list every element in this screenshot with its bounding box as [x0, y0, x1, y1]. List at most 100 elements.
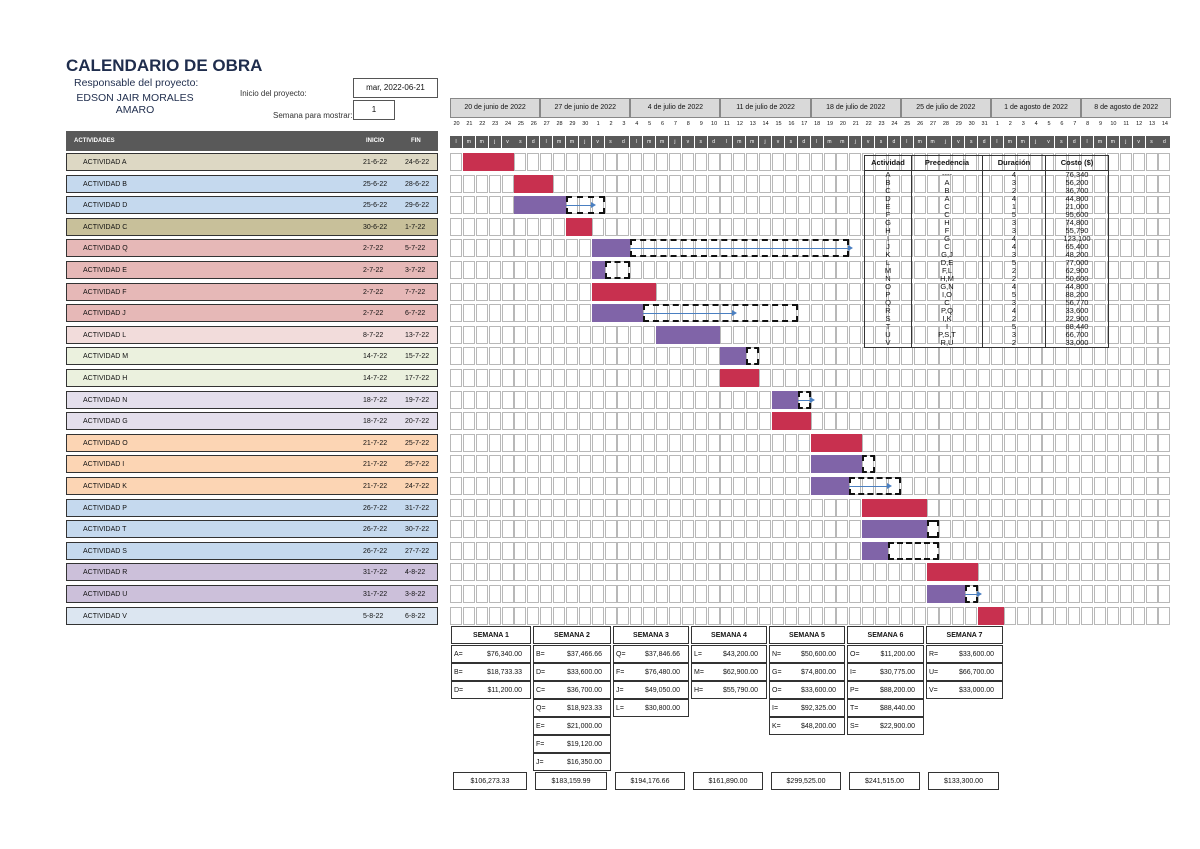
- precedence-row: Q C 3 56,770: [864, 299, 1109, 307]
- grid-cell: [759, 174, 772, 193]
- grid-cell: [643, 174, 656, 193]
- grid-cell: [1119, 541, 1132, 560]
- grid-cell: [1119, 390, 1132, 409]
- grid-cell: [1158, 585, 1171, 603]
- grid-cell: [488, 606, 501, 625]
- grid-cell: [462, 585, 475, 603]
- cost-value: $33,600.00: [958, 651, 994, 658]
- grid-cell: [733, 196, 746, 215]
- day-letter: s: [875, 136, 888, 148]
- grid-cell: [720, 563, 733, 582]
- grid-cell: [1042, 347, 1055, 366]
- grid-cell: [1119, 282, 1132, 301]
- activity-row[interactable]: ACTIVIDAD M 14-7-22 15-7-22: [66, 347, 438, 366]
- semana-input[interactable]: 1: [353, 100, 395, 120]
- activity-row[interactable]: ACTIVIDAD V 5-8-22 6-8-22: [66, 606, 438, 625]
- day-letter: m: [1094, 136, 1106, 148]
- activity-row[interactable]: ACTIVIDAD C 30-6-22 1-7-22: [66, 217, 438, 236]
- grid-cell: [604, 585, 617, 603]
- col-inicio: INICIO: [366, 138, 385, 144]
- grid-cell: [797, 520, 810, 539]
- day-letter: j: [488, 136, 501, 148]
- grid-cell: [462, 174, 475, 193]
- activity-row[interactable]: ACTIVIDAD H 14-7-22 17-7-22: [66, 369, 438, 387]
- grid-cell: [450, 541, 462, 560]
- cost-key: K=: [772, 723, 781, 730]
- grid-cell: [772, 455, 784, 474]
- activity-row[interactable]: ACTIVIDAD F 2-7-22 7-7-22: [66, 282, 438, 301]
- activity-row[interactable]: ACTIVIDAD O 21-7-22 25-7-22: [66, 433, 438, 452]
- grid-cell: [604, 325, 617, 344]
- day-number: 21: [466, 121, 473, 127]
- activity-row[interactable]: ACTIVIDAD N 18-7-22 19-7-22: [66, 390, 438, 409]
- page-title: CALENDARIO DE OBRA: [66, 56, 263, 75]
- grid-cell: [1119, 433, 1132, 452]
- cost-value: $74,800.00: [800, 669, 836, 676]
- grid-cell: [694, 196, 707, 215]
- day-letter: m: [746, 136, 759, 148]
- grid-cell: [1119, 239, 1132, 258]
- activity-row[interactable]: ACTIVIDAD D 25-6-22 29-6-22: [66, 196, 438, 215]
- grid-cell: [875, 455, 888, 474]
- grid-cell: [475, 390, 488, 409]
- day-number: 3: [622, 121, 626, 127]
- grid-cell: [1081, 433, 1094, 452]
- grid-cell: [707, 477, 720, 495]
- grid-cell: [488, 412, 501, 431]
- inicio-input[interactable]: mar, 2022-06-21: [353, 78, 438, 98]
- grid-cell: [578, 412, 591, 431]
- grid-cell: [810, 325, 823, 344]
- grid-cell: [836, 153, 849, 171]
- grid-cell: [540, 606, 553, 625]
- activity-row[interactable]: ACTIVIDAD P 26-7-22 31-7-22: [66, 498, 438, 517]
- grid-cell: [450, 606, 462, 625]
- cost-key: F=: [536, 741, 545, 748]
- grid-cell: [527, 325, 540, 344]
- grid-cell: [1016, 520, 1029, 539]
- cost-value: $33,000.00: [958, 687, 994, 694]
- grid-cell: [797, 282, 810, 301]
- activity-end: 4-8-22: [405, 569, 426, 577]
- cost-key: B=: [536, 651, 545, 658]
- grid-cell: [501, 498, 514, 517]
- grid-cell: [578, 239, 591, 258]
- grid-cell: [836, 390, 849, 409]
- activity-row[interactable]: ACTIVIDAD U 31-7-22 3-8-22: [66, 585, 438, 603]
- activity-row[interactable]: ACTIVIDAD T 26-7-22 30-7-22: [66, 520, 438, 539]
- grid-cell: [694, 217, 707, 236]
- grid-cell: [707, 563, 720, 582]
- grid-cell: [488, 347, 501, 366]
- activity-row[interactable]: ACTIVIDAD G 18-7-22 20-7-22: [66, 412, 438, 431]
- activity-start: 31-7-22: [363, 569, 388, 577]
- activity-row[interactable]: ACTIVIDAD S 26-7-22 27-7-22: [66, 541, 438, 560]
- grid-cell: [450, 261, 462, 279]
- grid-cell: [784, 498, 797, 517]
- activity-row[interactable]: ACTIVIDAD K 21-7-22 24-7-22: [66, 477, 438, 495]
- day-number: 24: [891, 121, 898, 127]
- grid-cell: [1029, 433, 1042, 452]
- grid-cell: [514, 347, 527, 366]
- activity-row[interactable]: ACTIVIDAD Q 2-7-22 5-7-22: [66, 239, 438, 258]
- activity-row[interactable]: ACTIVIDAD I 21-7-22 25-7-22: [66, 455, 438, 474]
- grid-cell: [643, 498, 656, 517]
- grid-cell: [1068, 347, 1081, 366]
- grid-cell: [540, 520, 553, 539]
- grid-cell: [604, 563, 617, 582]
- activity-row[interactable]: ACTIVIDAD A 21-6-22 24-6-22: [66, 153, 438, 171]
- activity-row[interactable]: ACTIVIDAD B 25-6-22 28-6-22: [66, 174, 438, 193]
- grid-cell: [797, 369, 810, 387]
- grid-cell: [527, 369, 540, 387]
- grid-cell: [1119, 217, 1132, 236]
- activity-row[interactable]: ACTIVIDAD R 31-7-22 4-8-22: [66, 563, 438, 582]
- slack-box: [887, 541, 940, 560]
- activity-row[interactable]: ACTIVIDAD L 8-7-22 13-7-22: [66, 325, 438, 344]
- grid-cell: [797, 606, 810, 625]
- grid-cell: [681, 261, 694, 279]
- activity-row[interactable]: ACTIVIDAD J 2-7-22 6-7-22: [66, 304, 438, 323]
- grid-cell: [501, 261, 514, 279]
- grid-cell: [1068, 585, 1081, 603]
- grid-cell: [1029, 520, 1042, 539]
- activity-end: 17-7-22: [405, 375, 430, 382]
- activity-row[interactable]: ACTIVIDAD E 2-7-22 3-7-22: [66, 261, 438, 279]
- grid-cell: [643, 412, 656, 431]
